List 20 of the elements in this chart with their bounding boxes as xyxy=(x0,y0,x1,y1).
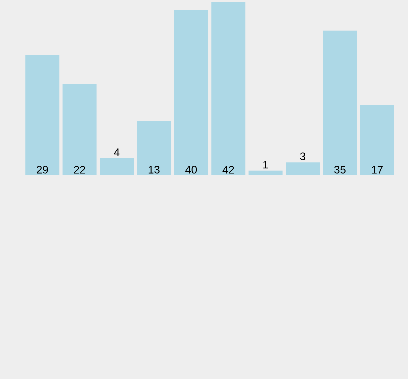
bar xyxy=(26,56,60,175)
bar xyxy=(174,10,208,175)
data-label: 22 xyxy=(74,166,86,174)
bar xyxy=(323,30,358,175)
data-label: 35 xyxy=(334,166,346,174)
data-label: 3 xyxy=(300,152,306,160)
data-label: 17 xyxy=(372,166,383,174)
bar xyxy=(360,104,394,175)
bar xyxy=(137,121,172,175)
data-label: 13 xyxy=(148,166,160,174)
bar xyxy=(62,84,97,175)
bar xyxy=(212,2,246,175)
data-label: 40 xyxy=(186,166,198,174)
bar xyxy=(286,162,320,175)
bar xyxy=(248,170,283,175)
data-label: 42 xyxy=(222,166,234,174)
data-label: 1 xyxy=(264,161,268,169)
data-label: 29 xyxy=(37,166,48,174)
data-label: 4 xyxy=(114,148,120,156)
bar xyxy=(100,158,134,175)
